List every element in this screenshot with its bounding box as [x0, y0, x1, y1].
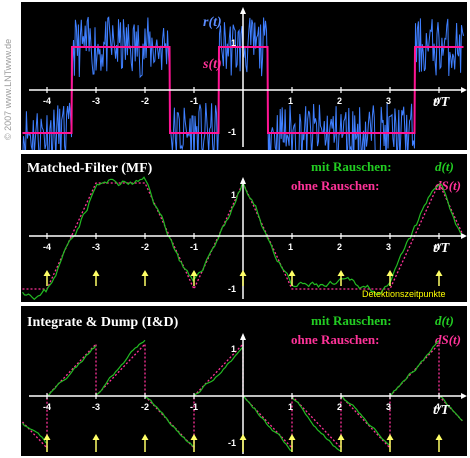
detection-arrowhead: [141, 270, 149, 276]
detection-arrowhead: [288, 270, 296, 276]
legend-clean-label: ohne Rauschen:: [291, 178, 380, 193]
x-ticks: -4 -3 -2 -1 1 2 3 4: [43, 393, 440, 412]
x-tick-label: -2: [141, 242, 149, 252]
x-tick-label: 1: [288, 242, 293, 252]
detection-arrowhead: [43, 270, 51, 276]
panel-received-signal: -4 -3 -2 -1 1 2 3 4 1 -1 r(t) s(t) t/T: [21, 2, 467, 150]
panel-integrate-dump: Integrate & Dump (I&D) mit Rauschen: d(t…: [21, 306, 467, 456]
detection-arrowhead: [386, 434, 394, 440]
mf-plot: Matched-Filter (MF) mit Rauschen: d(t) o…: [22, 159, 467, 301]
legend-noise-label: mit Rauschen:: [311, 159, 392, 174]
detection-arrowhead: [92, 270, 100, 276]
x-ticks: -4 -3 -2 -1 1 2 3 4: [43, 87, 440, 106]
x-tick-label: -2: [141, 96, 149, 106]
label-s: s(t): [202, 57, 222, 72]
y-tick-minus1: -1: [228, 438, 236, 448]
id-plot: Integrate & Dump (I&D) mit Rauschen: d(t…: [22, 313, 467, 454]
panel-title: Matched-Filter (MF): [27, 161, 153, 176]
label-r: r(t): [203, 15, 222, 30]
x-axis-label: t/T: [433, 241, 451, 256]
signal-plot: -4 -3 -2 -1 1 2 3 4 1 -1 r(t) s(t) t/T: [22, 7, 467, 150]
legend-noise-label: mit Rauschen:: [311, 313, 392, 328]
x-axis-arrow: [461, 87, 467, 93]
noise-series-d: [22, 339, 463, 452]
panel-matched-filter: Matched-Filter (MF) mit Rauschen: d(t) o…: [21, 154, 467, 302]
d-curve: [22, 339, 463, 452]
y-tick-1: 1: [231, 344, 236, 354]
x-tick-label: 4: [435, 242, 440, 252]
x-tick-label: 3: [386, 402, 391, 412]
copyright-text: © 2007 www.LNTwww.de: [3, 38, 13, 140]
detection-arrowhead: [239, 270, 247, 276]
x-axis-arrow: [461, 233, 467, 239]
legend-noise-symbol: d(t): [435, 159, 454, 174]
y-tick-minus1: -1: [228, 127, 236, 137]
x-axis-arrow: [461, 393, 467, 399]
detection-arrowhead: [190, 270, 198, 276]
clean-series-dS: [22, 181, 465, 291]
x-tick-label: -1: [190, 242, 198, 252]
detection-arrowhead: [435, 434, 443, 440]
x-tick-label: 2: [337, 96, 342, 106]
x-tick-label: 2: [337, 402, 342, 412]
d-curve: [22, 176, 463, 301]
detection-arrowhead: [141, 434, 149, 440]
y-axis-arrow: [240, 7, 246, 14]
detection-arrowhead: [337, 434, 345, 440]
detection-arrowhead: [43, 434, 51, 440]
detection-arrowhead: [190, 434, 198, 440]
detection-arrows: [43, 270, 443, 286]
detection-arrowhead: [288, 434, 296, 440]
x-tick-label: 1: [288, 96, 293, 106]
y-axis-arrow: [240, 333, 246, 340]
detection-arrows: [43, 434, 443, 452]
panel-title: Integrate & Dump (I&D): [27, 315, 179, 330]
x-axis-label: t/T: [433, 403, 451, 418]
x-tick-label: -4: [43, 242, 51, 252]
x-tick-label: 1: [288, 402, 293, 412]
x-tick-label: -4: [43, 96, 51, 106]
legend-noise-symbol: d(t): [435, 313, 454, 328]
detection-arrowhead: [386, 270, 394, 276]
x-ticks: -4 -3 -2 -1 1 2 3 4: [43, 233, 440, 252]
x-tick-label: -4: [43, 402, 51, 412]
dS-curve: [22, 181, 465, 291]
legend-clean-label: ohne Rauschen:: [291, 332, 380, 347]
x-tick-label: -3: [92, 96, 100, 106]
x-tick-label: -3: [92, 402, 100, 412]
legend-clean-symbol: dS(t): [435, 332, 461, 347]
x-tick-label: -1: [190, 402, 198, 412]
copyright-note: © 2007 www.LNTwww.de: [3, 0, 15, 140]
y-tick-1: 1: [231, 38, 236, 48]
x-tick-label: 4: [435, 402, 440, 412]
detection-arrowhead: [239, 434, 247, 440]
y-tick-minus1: -1: [228, 284, 236, 294]
noise-series-d: [22, 176, 463, 301]
detection-arrowhead: [435, 270, 443, 276]
y-tick-1: 1: [231, 190, 236, 200]
x-tick-label: 3: [386, 242, 391, 252]
x-tick-label: 2: [337, 242, 342, 252]
x-tick-label: 4: [435, 96, 440, 106]
x-tick-label: -1: [190, 96, 198, 106]
detection-arrowhead: [92, 434, 100, 440]
detection-label: Detektionszeitpunkte: [362, 289, 446, 299]
legend-clean-symbol: dS(t): [435, 178, 461, 193]
x-axis-label: t/T: [433, 95, 451, 110]
x-tick-label: 3: [386, 96, 391, 106]
x-tick-label: -3: [92, 242, 100, 252]
y-axis-arrow: [240, 177, 246, 184]
x-tick-label: -2: [141, 402, 149, 412]
detection-arrowhead: [337, 270, 345, 276]
